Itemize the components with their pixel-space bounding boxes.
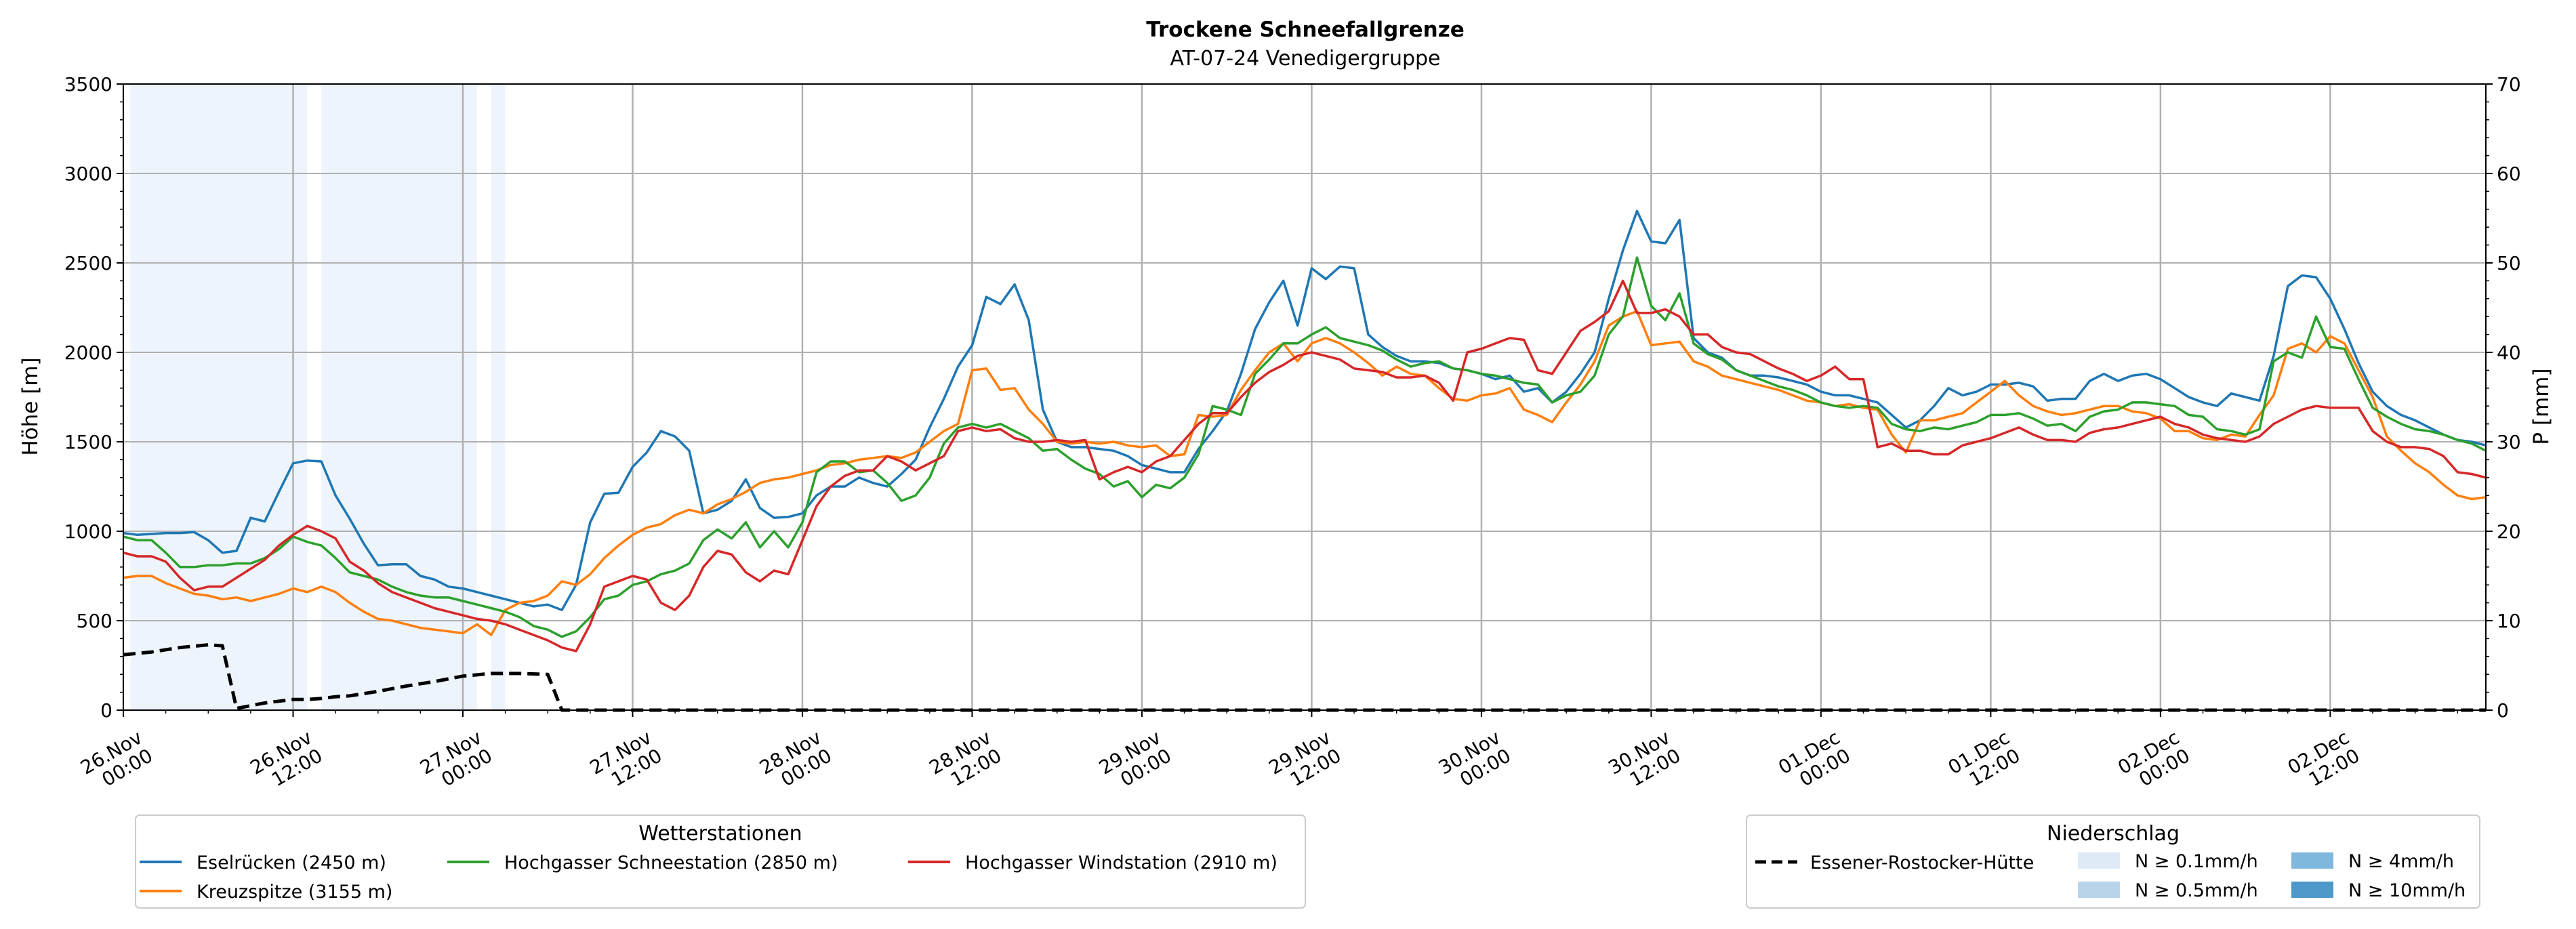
y-tick-label-right: 40 — [2497, 342, 2521, 364]
x-tick-label: 27.Nov12:00 — [586, 726, 666, 797]
legend-precip-line-label: Essener-Rostocker-Hütte — [1810, 852, 2034, 873]
x-tick-label: 28.Nov00:00 — [756, 726, 836, 797]
legend-stations-frame — [135, 814, 1306, 909]
y-tick-label-left: 3500 — [64, 73, 113, 96]
y-tick-label-left: 500 — [77, 610, 113, 632]
y-tick-label-right: 30 — [2497, 431, 2521, 453]
y-tick-label-left: 0 — [100, 699, 113, 722]
x-tick-label: 29.Nov12:00 — [1265, 726, 1345, 797]
series-line-3 — [123, 256, 2487, 638]
precip-shade-band — [130, 84, 308, 710]
series-line-2 — [123, 310, 2487, 636]
legend-stations: Wetterstationen Eselrücken (2450 m) Kreuz… — [135, 814, 1306, 909]
legend-precip: Niederschlag Essener-Rostocker-Hütte N ≥… — [1746, 814, 2480, 909]
y-tick-label-right: 10 — [2497, 610, 2521, 632]
y-tick-label-left: 2000 — [64, 342, 113, 364]
legend-precip-swatch — [2291, 882, 2333, 898]
chart-title: Trockene Schneefallgrenze — [1146, 18, 1465, 42]
legend-precip-swatch — [2291, 852, 2333, 869]
legend-precip-label: N ≥ 4mm/h — [2348, 851, 2454, 872]
precip-shading — [130, 84, 506, 710]
x-tick-label: 30.Nov00:00 — [1435, 726, 1515, 797]
legend-stations-title: Wetterstationen — [638, 822, 802, 846]
legend-stations-label: Kreuzspitze (3155 m) — [197, 882, 392, 903]
legend-precip-label: N ≥ 0.5mm/h — [2135, 880, 2258, 901]
series-line-1 — [123, 209, 2487, 611]
x-tick-label: 27.Nov00:00 — [416, 726, 496, 797]
y-tick-label-right: 60 — [2497, 163, 2521, 185]
legend-precip-swatch — [2078, 852, 2120, 869]
x-tick-label: 02.Dec00:00 — [2114, 726, 2193, 797]
y-tick-label-right: 0 — [2497, 699, 2509, 722]
series-line-4 — [123, 279, 2487, 653]
y-tick-label-left: 3000 — [64, 163, 113, 185]
legend-precip-label: N ≥ 10mm/h — [2348, 880, 2466, 901]
y-axis-label-right: P [mm] — [2529, 368, 2554, 445]
series-lines — [123, 209, 2487, 712]
grid — [122, 83, 2486, 711]
x-tick-label: 01.Dec00:00 — [1774, 726, 1854, 797]
y-tick-label-left: 1500 — [64, 431, 113, 453]
x-tick-label: 01.Dec12:00 — [1944, 726, 2024, 797]
x-tick-label: 02.Dec12:00 — [2284, 726, 2363, 797]
y-tick-label-left: 2500 — [64, 252, 113, 274]
precip-shade-band — [491, 84, 506, 710]
y-tick-label-right: 20 — [2497, 520, 2521, 543]
x-tick-label: 26.Nov00:00 — [77, 726, 157, 797]
y-tick-label-left: 1000 — [64, 520, 113, 543]
legend-stations-label: Hochgasser Windstation (2910 m) — [965, 852, 1277, 873]
legend-stations-label: Hochgasser Schneestation (2850 m) — [504, 852, 838, 873]
legend-precip-label: N ≥ 0.1mm/h — [2135, 851, 2258, 872]
x-tick-label: 30.Nov12:00 — [1605, 726, 1685, 797]
plot-frame — [123, 83, 2487, 711]
x-tick-label: 29.Nov00:00 — [1095, 726, 1175, 797]
series-line-5 — [123, 643, 2486, 712]
chart-subtitle: AT-07-24 Venedigergruppe — [1170, 47, 1440, 70]
x-tick-label: 26.Nov12:00 — [247, 726, 327, 797]
legend-precip-swatch — [2078, 882, 2120, 898]
legend-stations-label: Eselrücken (2450 m) — [197, 852, 386, 873]
y-tick-label-right: 50 — [2497, 252, 2521, 274]
y-axis-label-left: Höhe [m] — [18, 357, 43, 455]
precip-shade-band — [321, 84, 477, 710]
y-tick-label-right: 70 — [2497, 73, 2521, 96]
x-tick-label: 28.Nov12:00 — [926, 726, 1006, 797]
legend-precip-title: Niederschlag — [2047, 822, 2180, 846]
